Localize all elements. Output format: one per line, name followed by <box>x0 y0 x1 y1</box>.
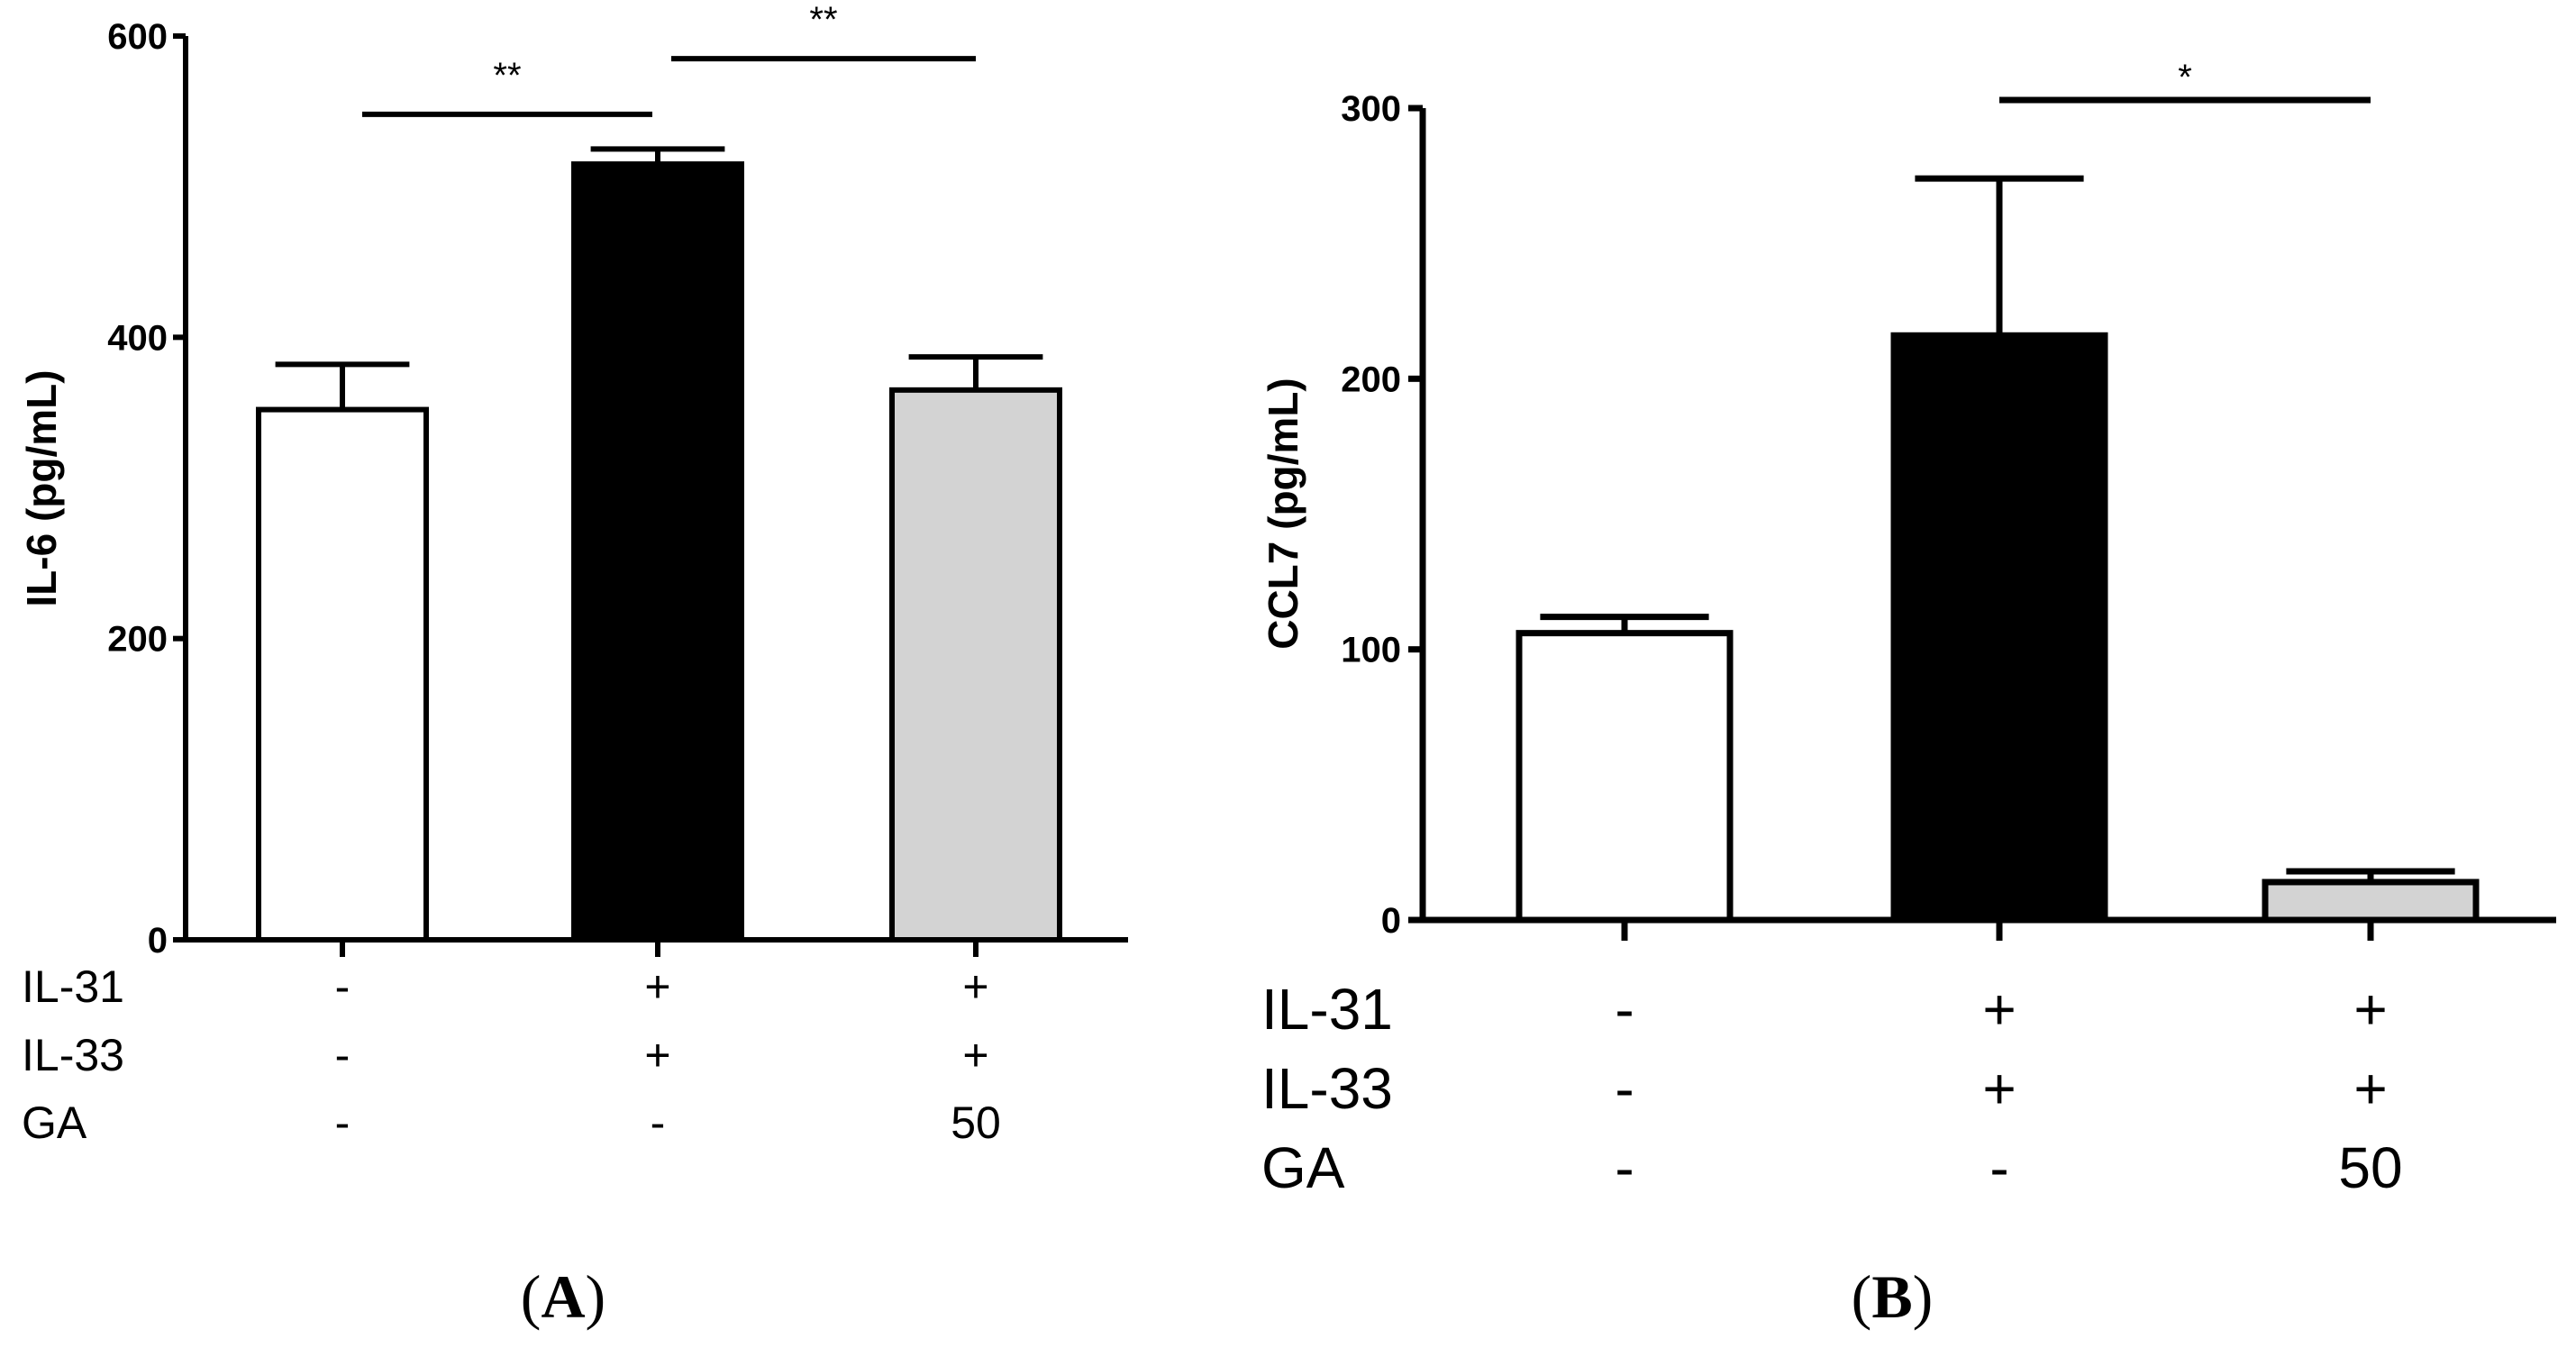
significance-label: ** <box>493 56 521 96</box>
condition-label: IL-33 <box>22 1030 124 1080</box>
condition-value: + <box>962 1030 988 1080</box>
panel-label-a: (A) <box>521 1262 605 1331</box>
condition-value: + <box>1982 1056 2016 1121</box>
condition-value: + <box>2353 1056 2387 1121</box>
panel-label-b: (B) <box>1852 1262 1934 1331</box>
y-tick-label: 100 <box>1341 631 1401 670</box>
condition-value: + <box>1982 977 2016 1042</box>
bar-2 <box>1890 332 2108 924</box>
condition-value: - <box>1615 977 1634 1042</box>
condition-value: - <box>335 961 350 1012</box>
condition-label: IL-31 <box>22 961 124 1012</box>
y-tick-label: 300 <box>1341 89 1401 129</box>
condition-label: GA <box>1261 1135 1345 1200</box>
condition-value: 50 <box>2338 1135 2402 1200</box>
condition-value: 50 <box>951 1097 1001 1148</box>
bar-3 <box>889 387 1062 943</box>
y-axis-label: IL-6 (pg/mL) <box>18 369 65 606</box>
bar-2 <box>571 161 744 943</box>
y-tick-label: 400 <box>107 318 168 358</box>
condition-value: - <box>1615 1056 1634 1121</box>
condition-label: IL-33 <box>1261 1056 1393 1121</box>
condition-value: - <box>335 1030 350 1080</box>
bar-1 <box>1516 630 1734 924</box>
significance-label: * <box>2178 58 2192 97</box>
condition-value: + <box>644 1030 670 1080</box>
panel-a-chart: 0 200 400 600 IL-6 (pg/mL) IL-31 - + + IL-33 - + + GA… <box>18 0 1128 1148</box>
significance-label: ** <box>809 0 837 40</box>
bar-3 <box>2262 879 2480 924</box>
bar-1 <box>256 406 429 943</box>
panel-b-chart: 0 100 200 300 CCL7 (pg/mL) IL-31 - + + IL-33 - + + GA… <box>1260 58 2556 1200</box>
condition-label: GA <box>22 1097 87 1148</box>
y-tick-label: 200 <box>1341 360 1401 399</box>
condition-value: + <box>2353 977 2387 1042</box>
y-tick-label: 0 <box>148 921 168 961</box>
condition-value: - <box>1615 1135 1634 1200</box>
condition-value: - <box>335 1097 350 1148</box>
condition-label: IL-31 <box>1261 977 1393 1042</box>
y-tick-label: 600 <box>107 17 168 57</box>
y-tick-label: 0 <box>1381 901 1401 941</box>
y-tick-label: 200 <box>107 620 168 660</box>
condition-value: - <box>651 1097 666 1148</box>
condition-value: + <box>962 961 988 1012</box>
y-axis-label: CCL7 (pg/mL) <box>1260 378 1306 650</box>
condition-value: + <box>644 961 670 1012</box>
condition-value: - <box>1989 1135 2008 1200</box>
